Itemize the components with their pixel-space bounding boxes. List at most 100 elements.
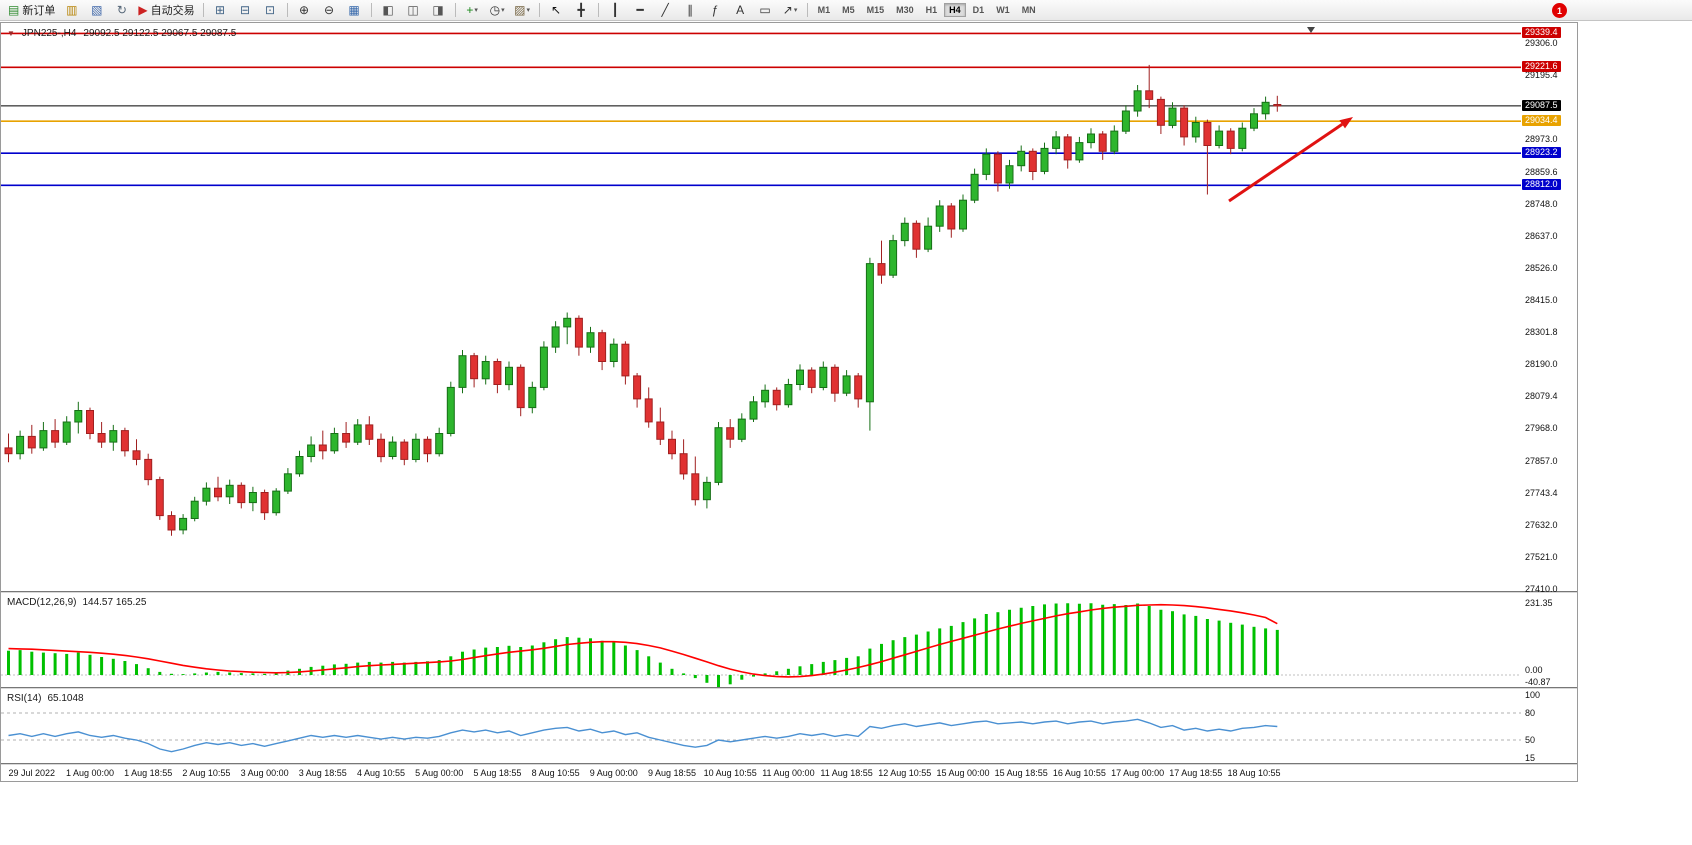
candle [551,326,560,348]
candle [1273,104,1282,107]
candle [1133,90,1142,112]
time-axis-label: 5 Aug 00:00 [415,768,464,778]
templates-button[interactable]: ▨ ▾ [511,1,534,20]
time-axis-label: 1 Aug 18:55 [124,768,173,778]
candle [539,346,548,388]
data-window-button[interactable]: ⊞ [209,1,232,20]
new-order-button[interactable]: ▤ 新订单 [5,1,58,20]
rsi-panel-canvas[interactable] [1,689,1521,763]
one-click-trading-icon[interactable]: ▼ [7,29,15,38]
price-axis-label: 28973.0 [1525,134,1558,145]
timeframe-button-m15[interactable]: M15 [866,5,885,15]
time-axis-label: 3 Aug 00:00 [240,768,289,778]
rsi-line [8,718,1278,753]
candle [877,263,886,276]
arrows-button[interactable]: ↗ ▾ [779,1,802,20]
candle [51,430,60,443]
trend-arrow-annotation[interactable] [1228,123,1344,203]
zoom-out-button[interactable]: ⊖ [318,1,341,20]
price-axis-label: 27521.0 [1525,551,1558,562]
timeframe-button-mn[interactable]: MN [1021,5,1036,15]
notification-badge[interactable]: 1 [1552,3,1567,18]
time-axis-label: 15 Aug 00:00 [936,768,990,778]
profiles-button[interactable]: ▧ [85,1,108,20]
trendline-button[interactable]: ╱ [654,1,677,20]
candle [237,484,246,504]
auto-trading-button-label: 自动交易 [150,5,195,17]
time-axis-label: 15 Aug 18:55 [994,768,1048,778]
timeframe-button-m30[interactable]: M30 [896,5,914,15]
price-axis-label: 27743.4 [1525,487,1558,498]
tile-windows-button[interactable]: ▦ [343,1,366,20]
price-tag: 29034.4 [1522,115,1561,127]
candle [633,375,642,400]
arrows-icon: ↗ [782,3,793,17]
candle [248,492,257,504]
text-icon: A [736,3,745,17]
vertical-line-button[interactable]: ┃ [604,1,627,20]
candlestick-chart-icon: ◫ [407,3,419,17]
bar-chart-button[interactable]: ◧ [377,1,400,20]
price-tag: 29339.4 [1522,27,1561,39]
toolbar: ▤ 新订单 ▥ ▧ ↻ ▶ 自动交易 ⊞ ⊟ ⊡ ⊕ ⊖ ▦ ◧ ◫ ◨ + ▾ ◷ ▾ ▨ ▾ ↖ ╋ ┃ ━ ╱ ∥ ƒ A ▭ ↗ ▾ M1… [0,0,1692,21]
fibonacci-icon: ƒ [711,3,719,17]
candle [702,481,711,501]
charts-button[interactable]: ▥ [60,1,83,20]
channel-button[interactable]: ∥ [679,1,702,20]
timeframe-button-w1[interactable]: W1 [996,5,1010,15]
price-axis-label: 27857.0 [1525,455,1558,466]
time-axis-label: 2 Aug 10:55 [182,768,231,778]
crosshair-button[interactable]: ╋ [570,1,593,20]
indicators-button[interactable]: + ▾ [461,1,484,20]
chart-shift-marker[interactable] [1307,27,1315,33]
label-icon: ▭ [759,3,771,17]
label-button[interactable]: ▭ [754,1,777,20]
channel-icon: ∥ [687,3,694,17]
candle [1215,130,1224,146]
time-axis-label: 29 Jul 2022 [8,768,56,778]
chevron-down-icon: ▾ [793,7,798,14]
refresh-button[interactable]: ↻ [110,1,133,20]
time-axis[interactable]: 29 Jul 2022 1 Aug 00:00 1 Aug 18:55 2 Aug 1… [1,765,1577,783]
line-chart-button[interactable]: ◨ [427,1,450,20]
panel-separator[interactable] [1,591,1577,593]
timeframe-button-h1[interactable]: H1 [925,5,938,15]
candle [144,458,153,481]
candle [202,487,211,502]
candle [179,517,188,531]
cursor-button[interactable]: ↖ [545,1,568,20]
candlestick-chart-button[interactable]: ◫ [402,1,425,20]
market-watch-button[interactable]: ⊟ [234,1,257,20]
candle [924,225,933,250]
candle [1238,127,1247,149]
main-chart-canvas[interactable] [1,23,1521,591]
price-axis-label: 28079.4 [1525,391,1558,402]
horizontal-line-button[interactable]: ━ [629,1,652,20]
panel-separator[interactable] [1,687,1577,689]
navigator-button[interactable]: ⊡ [259,1,282,20]
chevron-down-icon: ▾ [474,7,478,14]
text-button[interactable]: A [729,1,752,20]
candle [214,487,222,498]
macd-panel-canvas[interactable] [1,593,1521,687]
auto-trading-button[interactable]: ▶ 自动交易 [135,1,197,20]
fibonacci-button[interactable]: ƒ [704,1,727,20]
zoom-in-button[interactable]: ⊕ [293,1,316,20]
candle [62,421,71,443]
price-axis-label: 28637.0 [1525,230,1558,241]
timeframe-button-m5[interactable]: M5 [842,5,855,15]
rsi-value: 65.1048 [47,693,84,704]
rsi-axis-label: 15 [1525,753,1536,763]
panel-separator[interactable] [1,763,1577,765]
candle [318,444,327,452]
vertical-line-icon: ┃ [611,3,619,17]
candle [726,427,735,440]
candle [435,433,444,455]
time-axis-label: 3 Aug 18:55 [298,768,347,778]
periods-button[interactable]: ◷ ▾ [486,1,509,20]
timeframe-button-h4[interactable]: H4 [944,3,966,17]
timeframe-button-m1[interactable]: M1 [817,5,831,15]
timeframe-button-d1[interactable]: D1 [972,5,985,15]
chart-window[interactable]: ▼ JPN225-,H4 29092.5 29122.5 29067.5 290… [0,22,1578,782]
candle [563,317,572,328]
